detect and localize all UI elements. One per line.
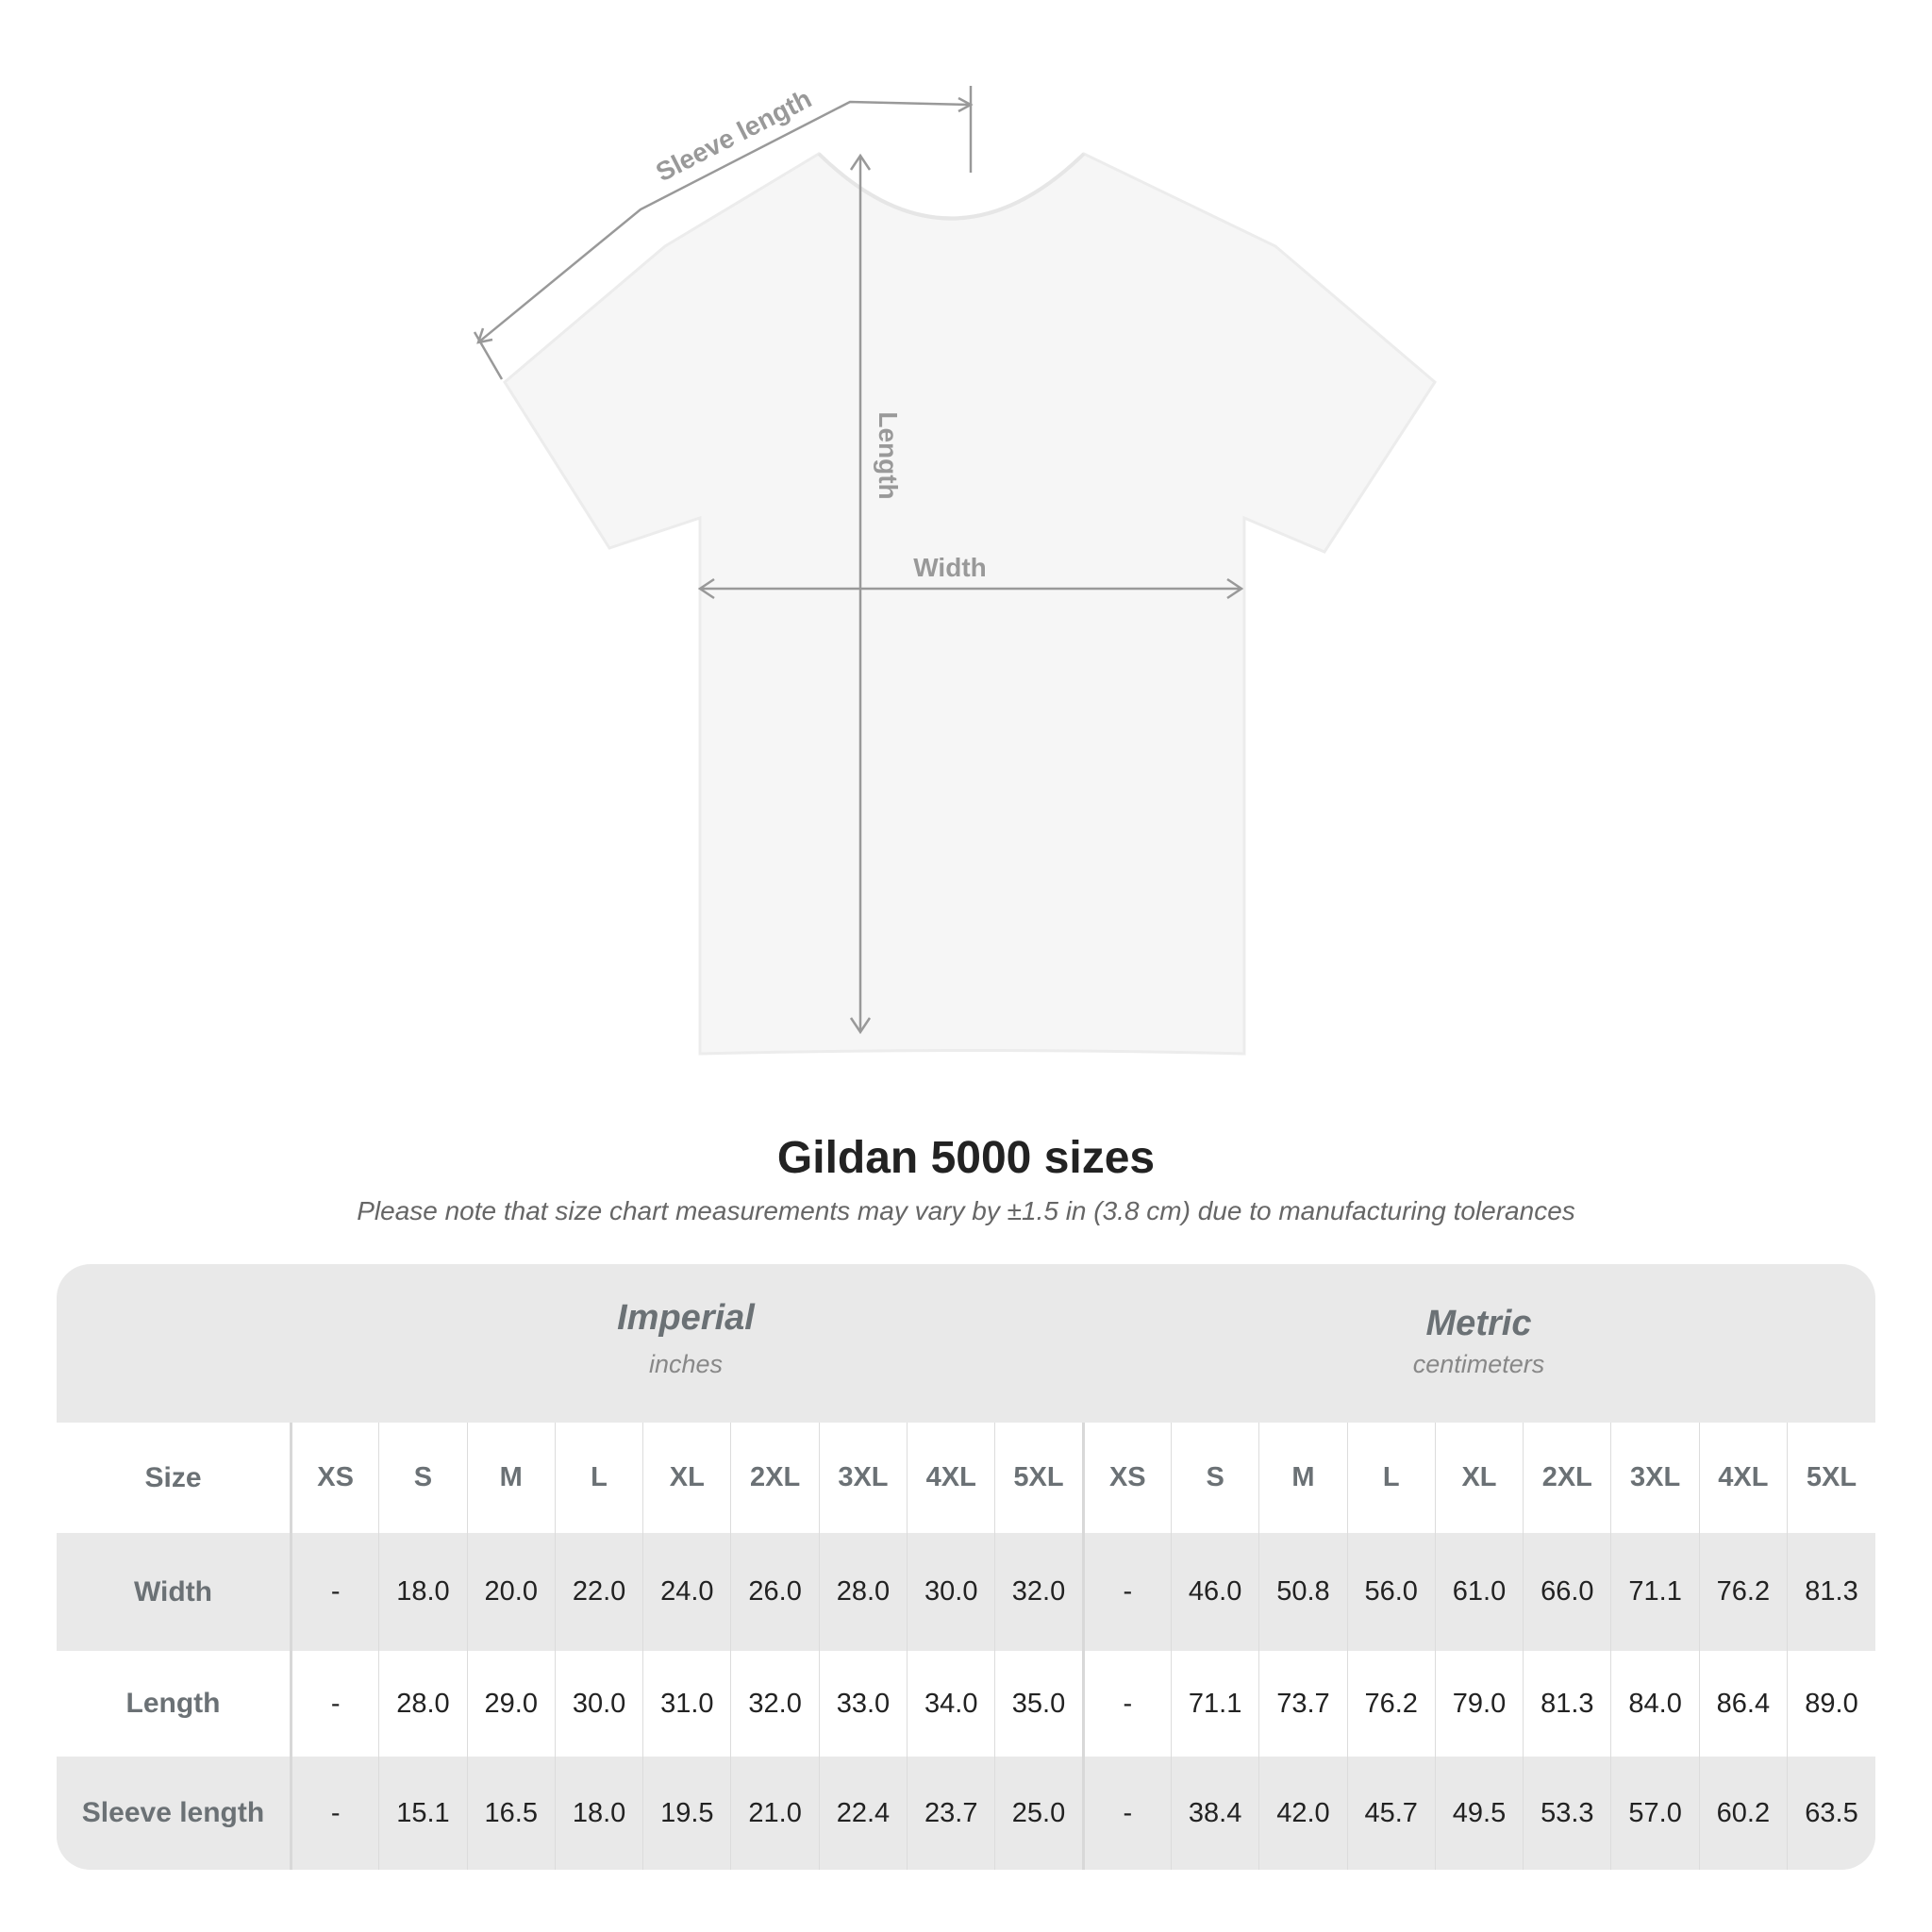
imperial-cell: 32.0 <box>730 1651 820 1757</box>
metric-cell: 63.5 <box>1787 1757 1875 1870</box>
imperial-size-4XL: 4XL <box>907 1423 995 1533</box>
imperial-cell: 26.0 <box>730 1533 820 1651</box>
imperial-cell: 29.0 <box>466 1651 556 1757</box>
metric-cell: 81.3 <box>1787 1533 1875 1651</box>
imperial-cell: 34.0 <box>907 1651 995 1757</box>
table-row: Width -18.0 20.0 22.0 24.0 26.0 28.0 30.0 32.0-4… <box>57 1533 1875 1651</box>
metric-cell: 71.1 <box>1610 1533 1700 1651</box>
imperial-cell: - <box>290 1651 379 1757</box>
size-label: Size <box>57 1423 292 1533</box>
metric-cell: 76.2 <box>1698 1533 1788 1651</box>
metric-cell: 66.0 <box>1523 1533 1611 1651</box>
metric-cell: 57.0 <box>1610 1757 1700 1870</box>
metric-size-5XL: 5XL <box>1787 1423 1875 1533</box>
sleeve-length-arrow <box>477 100 972 343</box>
metric-cell: 71.1 <box>1170 1651 1259 1757</box>
metric-cell: 50.8 <box>1258 1533 1348 1651</box>
metric-cell: 73.7 <box>1258 1651 1348 1757</box>
imperial-cell: 28.0 <box>818 1533 908 1651</box>
imperial-size-M: M <box>466 1423 556 1533</box>
imperial-cell: - <box>290 1757 379 1870</box>
metric-header: Metric centimeters <box>1082 1264 1875 1423</box>
imperial-size-XS: XS <box>290 1423 379 1533</box>
metric-size-XL: XL <box>1434 1423 1524 1533</box>
metric-cell: 42.0 <box>1258 1757 1348 1870</box>
collar <box>817 152 1086 221</box>
imperial-cell: 28.0 <box>378 1651 468 1757</box>
imperial-cell: 23.7 <box>907 1757 995 1870</box>
metric-cell: 61.0 <box>1434 1533 1524 1651</box>
row-label: Length <box>57 1651 292 1757</box>
imperial-size-5XL: 5XL <box>994 1423 1084 1533</box>
metric-unit: centimeters <box>1412 1350 1545 1378</box>
metric-cell: 49.5 <box>1434 1757 1524 1870</box>
imperial-cell: 18.0 <box>378 1533 468 1651</box>
length-label: Length <box>874 411 903 499</box>
metric-size-S: S <box>1170 1423 1259 1533</box>
metric-cell: 79.0 <box>1434 1651 1524 1757</box>
imperial-title: Imperial <box>617 1298 755 1338</box>
imperial-cell: 32.0 <box>994 1533 1084 1651</box>
imperial-cell: 22.0 <box>554 1533 643 1651</box>
metric-cell: 76.2 <box>1346 1651 1436 1757</box>
table-row: Sleeve length -15.1 16.5 18.0 19.5 21.0 22.4 23… <box>57 1757 1875 1870</box>
imperial-size-L: L <box>554 1423 643 1533</box>
metric-cell: - <box>1081 1757 1172 1870</box>
metric-cell: 84.0 <box>1610 1651 1700 1757</box>
metric-title: Metric <box>1425 1304 1532 1343</box>
tshirt-shape <box>503 152 1437 1056</box>
metric-cell: 56.0 <box>1346 1533 1436 1651</box>
metric-size-L: L <box>1346 1423 1436 1533</box>
imperial-cell: 30.0 <box>554 1651 643 1757</box>
metric-size-2XL: 2XL <box>1523 1423 1611 1533</box>
imperial-cell: 20.0 <box>466 1533 556 1651</box>
metric-size-3XL: 3XL <box>1610 1423 1700 1533</box>
imperial-cell: 35.0 <box>994 1651 1084 1757</box>
imperial-cell: - <box>290 1533 379 1651</box>
imperial-size-XL: XL <box>642 1423 731 1533</box>
imperial-cell: 15.1 <box>378 1757 468 1870</box>
metric-cell: - <box>1081 1533 1172 1651</box>
metric-cell: 60.2 <box>1698 1757 1788 1870</box>
imperial-size-3XL: 3XL <box>818 1423 908 1533</box>
imperial-cell: 30.0 <box>907 1533 995 1651</box>
metric-cell: 46.0 <box>1170 1533 1259 1651</box>
row-label: Sleeve length <box>57 1757 292 1870</box>
imperial-unit: inches <box>648 1350 724 1378</box>
row-label: Width <box>57 1533 292 1651</box>
metric-cell: 45.7 <box>1346 1757 1436 1870</box>
imperial-cell: 31.0 <box>642 1651 731 1757</box>
imperial-size-2XL: 2XL <box>730 1423 820 1533</box>
imperial-cell: 19.5 <box>642 1757 731 1870</box>
imperial-cell: 33.0 <box>818 1651 908 1757</box>
metric-size-XS: XS <box>1081 1423 1172 1533</box>
metric-cell: 81.3 <box>1523 1651 1611 1757</box>
imperial-cell: 16.5 <box>466 1757 556 1870</box>
metric-size-4XL: 4XL <box>1698 1423 1788 1533</box>
imperial-cell: 25.0 <box>994 1757 1084 1870</box>
imperial-cell: 22.4 <box>818 1757 908 1870</box>
size-table: Imperial inches Metric centimeters Size X… <box>57 1264 1875 1870</box>
size-header-row: Size XS S M L XL 2XL 3XL 4XL 5XL XS S M L XL 2XL 3XL 4XL 5… <box>57 1423 1875 1533</box>
metric-cell: - <box>1081 1651 1172 1757</box>
table-row: Length -28.0 29.0 30.0 31.0 32.0 33.0 34.0 35.0-… <box>57 1651 1875 1757</box>
tolerance-note: Please note that size chart measurements… <box>357 1196 1575 1225</box>
metric-cell: 86.4 <box>1698 1651 1788 1757</box>
imperial-cell: 21.0 <box>730 1757 820 1870</box>
imperial-cell: 24.0 <box>642 1533 731 1651</box>
imperial-cell: 18.0 <box>554 1757 643 1870</box>
metric-cell: 89.0 <box>1787 1651 1875 1757</box>
width-label: Width <box>913 553 987 582</box>
metric-size-M: M <box>1258 1423 1348 1533</box>
imperial-size-S: S <box>378 1423 468 1533</box>
metric-cell: 53.3 <box>1523 1757 1611 1870</box>
imperial-header: Imperial inches <box>290 1264 1082 1423</box>
size-grid: Size XS S M L XL 2XL 3XL 4XL 5XL XS S M L XL 2XL 3XL 4XL 5… <box>57 1423 1875 1870</box>
metric-cell: 38.4 <box>1170 1757 1259 1870</box>
tshirt-diagram: Width Length Sleeve length <box>473 84 1437 1056</box>
page-title: Gildan 5000 sizes <box>776 1133 1156 1183</box>
